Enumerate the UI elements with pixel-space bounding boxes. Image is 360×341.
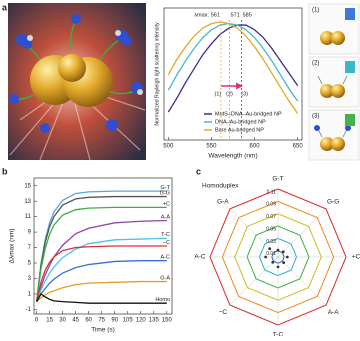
series-label: Homo: [155, 297, 170, 303]
radar-point: [276, 265, 280, 269]
y-axis-label: Δλmax (nm): [9, 228, 16, 263]
inset-images: [308, 3, 360, 161]
category-label: G-A: [217, 199, 229, 206]
x-tick-label: 15: [46, 318, 53, 324]
series-line: [167, 21, 299, 114]
series-label: +C: [163, 201, 170, 207]
series-line: [35, 237, 167, 302]
legend-label: Homoduplex: [202, 183, 239, 190]
ring-label: 0.09: [266, 202, 276, 208]
radar-point: [276, 248, 280, 252]
radar-point: [268, 247, 272, 251]
radar-point: [281, 250, 285, 254]
peak-label: 561: [211, 12, 220, 18]
series-line: [35, 219, 167, 302]
inset-label: (1): [312, 8, 319, 14]
arrow-label: (1): [215, 91, 222, 97]
x-tick-label: 30: [59, 318, 66, 324]
category-label: A-A: [328, 309, 340, 316]
ring-label: 0.01: [266, 251, 276, 257]
x-tick-label: 600: [250, 144, 261, 150]
x-tick-label: 45: [72, 318, 79, 324]
y-tick-label: 3: [28, 276, 32, 282]
legend-label: Bare Au-bridged NP: [215, 127, 264, 133]
peak-title: λmax:: [194, 12, 209, 18]
x-tick-label: 0: [35, 318, 39, 324]
y-tick-label: 5: [28, 261, 32, 267]
ring-label: 0.07: [266, 214, 276, 220]
series-label: −C: [163, 240, 170, 246]
y-tick-label: 9: [28, 230, 32, 236]
series-line: [35, 245, 167, 302]
category-label: −C: [219, 309, 228, 316]
x-tick-label: 550: [206, 144, 217, 150]
radar-point: [282, 261, 286, 265]
x-tick-label: 105: [123, 318, 134, 324]
category-label: G-G: [327, 199, 339, 206]
panel-label: c: [196, 166, 201, 176]
inset-label: (3): [312, 114, 319, 120]
x-tick-label: 60: [85, 318, 92, 324]
radar-point: [271, 260, 275, 264]
y-tick-label: 15: [24, 183, 31, 189]
peak-label: 571: [231, 12, 240, 18]
y-tick-label: 7: [28, 245, 32, 251]
series-line: [167, 22, 299, 102]
x-tick-label: 650: [293, 144, 304, 150]
arrow-label: (2): [226, 91, 233, 97]
ring-label: 0.03: [266, 239, 276, 245]
y-tick-label: 11: [25, 214, 32, 220]
x-tick-label: 150: [162, 318, 173, 324]
series-label: A-A: [161, 214, 171, 220]
x-axis-label: Time (s): [91, 327, 115, 334]
radar-point: [285, 255, 289, 259]
panel-label: a: [2, 2, 8, 12]
ring-label: 0.11: [267, 189, 277, 195]
series-line: [35, 195, 167, 302]
category-label: +C: [352, 254, 360, 261]
series-label: G-A: [160, 275, 170, 281]
y-tick-label: -1: [26, 307, 32, 313]
legend-label: MutS–DNA–Au-bridged NP: [215, 111, 282, 117]
series-label: T-C: [161, 232, 170, 238]
series-label: G-G: [160, 190, 170, 196]
peak-label: 585: [243, 12, 252, 18]
category-label: T-C: [273, 332, 284, 336]
x-tick-label: 75: [98, 318, 105, 324]
radar-spoke: [277, 256, 327, 306]
category-label: A-C: [194, 254, 206, 261]
series-line: [36, 292, 167, 304]
x-tick-label: 135: [149, 318, 160, 324]
x-tick-label: 120: [136, 318, 147, 324]
radar-spoke: [277, 208, 327, 258]
y-tick-label: 1: [28, 291, 32, 297]
illustration: [8, 3, 146, 161]
series-label: A-C: [161, 255, 171, 261]
panel-label: b: [2, 166, 8, 176]
radar-spoke: [229, 256, 279, 306]
series-line: [36, 260, 167, 302]
y-axis-label: Normalized Rayleigh light scattering int…: [154, 22, 160, 126]
plot-frame: [163, 7, 303, 141]
series-line: [35, 206, 167, 302]
x-axis-label: Wavelength (nm): [208, 153, 257, 160]
series-line: [167, 24, 299, 113]
plot-frame: [33, 177, 173, 315]
category-label: G-T: [272, 176, 283, 183]
radar-point: [264, 255, 268, 259]
inset-label: (2): [312, 61, 319, 67]
arrow-label: (3): [241, 91, 248, 97]
legend-label: DNA–Au-bridged NP: [215, 119, 266, 125]
series-line: [36, 280, 167, 303]
series-label: G-T: [161, 185, 171, 191]
ring-label: 0.05: [266, 226, 276, 232]
y-tick-label: 13: [24, 199, 31, 205]
x-tick-label: 500: [163, 144, 174, 150]
x-tick-label: 90: [111, 318, 118, 324]
